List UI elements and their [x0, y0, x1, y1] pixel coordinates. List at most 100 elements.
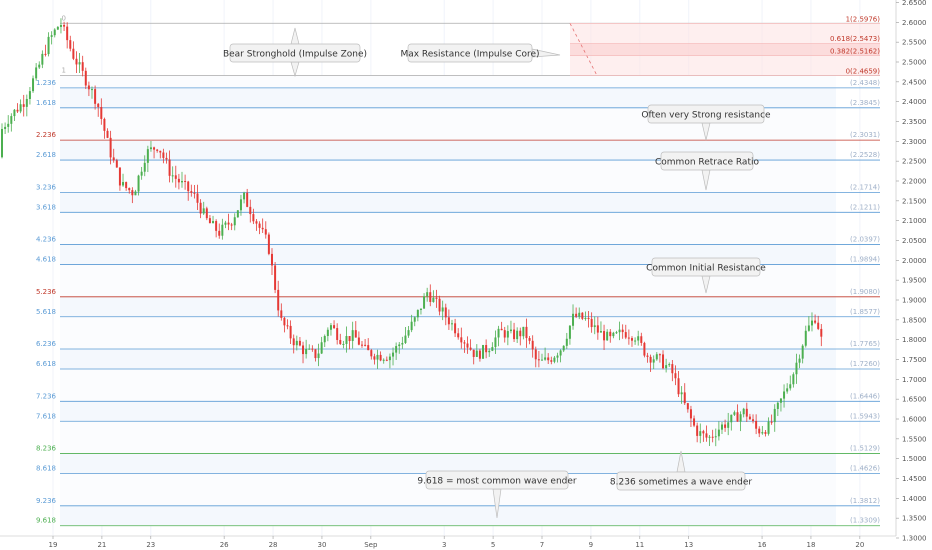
candle-body [264, 229, 267, 235]
candle-body [426, 292, 429, 297]
candle-body [693, 418, 696, 426]
fib-label: 0 [62, 14, 66, 22]
time-tick-label: 3 [442, 541, 446, 549]
time-tick-label: 30 [317, 541, 326, 549]
time-tick-label: 19 [49, 541, 58, 549]
candle-body [289, 325, 292, 339]
fib-price: (2.3031) [850, 131, 880, 139]
candle-body [339, 339, 342, 344]
candle-body [649, 356, 652, 363]
callout-text: 9.618 = most common wave ender [417, 477, 577, 487]
candle-body [537, 359, 540, 361]
candle-body [680, 392, 683, 395]
time-tick-label: 18 [806, 541, 815, 549]
candle-body [776, 402, 779, 409]
candle-body [606, 331, 609, 341]
time-tick-label: 28 [269, 541, 278, 549]
candle-body [742, 408, 745, 415]
candle-body [419, 308, 422, 310]
callout-box [647, 104, 765, 124]
callout-text: Common Initial Resistance [646, 264, 766, 274]
candle-body [457, 333, 460, 338]
fib-price: (1.9080) [850, 288, 880, 296]
fib-price: (1.8577) [850, 308, 880, 316]
candle-body [149, 147, 152, 150]
candle-body [323, 336, 326, 343]
fib-label: 1.618 [36, 99, 56, 107]
fib-label: 8.236 [36, 445, 57, 453]
candle-body [118, 167, 121, 186]
candle-body [174, 175, 177, 179]
candle-body [351, 330, 354, 342]
fib-price: (2.1211) [850, 203, 880, 211]
candle-body [624, 332, 627, 338]
candle-body [435, 297, 438, 299]
candle-body [69, 40, 72, 49]
candle-body [429, 292, 432, 302]
annotation-callout: 8.236 sometimes a wave ender [610, 450, 752, 491]
candle-body [360, 344, 363, 346]
candle-body [609, 331, 612, 337]
candle-body [450, 323, 453, 325]
fib-label: 4.618 [36, 256, 56, 264]
candle-body [106, 130, 109, 138]
candle-body [388, 356, 391, 361]
fib-label: 7.618 [36, 412, 56, 420]
price-tick-label: 1.4500 [902, 475, 927, 483]
candle-body [562, 345, 565, 351]
fib-zone [60, 453, 836, 474]
candle-body [277, 289, 280, 311]
candle-body [128, 188, 131, 191]
candle-body [553, 357, 556, 362]
candle-body [305, 348, 308, 355]
candle-body [190, 191, 193, 193]
fib-zone [60, 75, 836, 88]
candle-body [593, 325, 596, 328]
candle-body [243, 192, 246, 200]
candle-body [208, 218, 211, 224]
candle-body [258, 223, 261, 228]
candle-body [779, 398, 782, 403]
candle-body [643, 342, 646, 356]
candle-body [795, 362, 798, 375]
candle-body [267, 234, 270, 254]
candle-body [81, 62, 84, 71]
fib-price: (1.7765) [850, 340, 880, 348]
candle-body [581, 312, 584, 319]
candle-body [270, 253, 273, 266]
candle-body [478, 350, 481, 359]
candle-body [519, 330, 522, 337]
candle-body [373, 356, 376, 360]
candle-body [475, 350, 478, 357]
candle-body [196, 193, 199, 203]
candle-body [640, 336, 643, 343]
candle-body [575, 313, 578, 317]
price-tick-label: 1.4000 [902, 495, 927, 503]
price-tick-label: 1.9000 [902, 297, 927, 305]
candle-body [786, 388, 789, 392]
candle-body [432, 297, 435, 302]
fib-zone [60, 87, 836, 108]
candle-body [565, 338, 568, 346]
impulse-core-zone: 1(2.5976) 0.618(2.5473) 0.382(2.5162) 0(2.4… [569, 15, 880, 76]
fib-label: 1 [62, 67, 66, 75]
candle-body [41, 53, 44, 65]
candle-body [488, 350, 491, 353]
annotation-callout: Common Retrace Ratio [655, 151, 759, 191]
fib-label: 4.236 [36, 236, 57, 244]
price-tick-label: 2.6500 [902, 0, 927, 7]
candle-body [683, 392, 686, 404]
core-band [570, 43, 880, 56]
candle-body [807, 325, 810, 331]
fib-label: 5.236 [36, 288, 57, 296]
candle-body [665, 365, 668, 369]
price-axis: 2.6500 2.6000 2.5500 2.5000 2.4500 2.4000 2.35… [895, 0, 927, 543]
candle-body [596, 325, 599, 333]
fib-price: (1.5943) [850, 412, 880, 420]
time-tick-label: 9 [589, 541, 593, 549]
fib-levels: 0 1 1.236 (2.4348) 1.618 (2.3845) 2.236 (2.3031… [36, 14, 880, 527]
annotation-callout: 9.618 = most common wave ender [417, 470, 577, 519]
candle-body [354, 330, 357, 338]
candle-body [376, 354, 379, 360]
